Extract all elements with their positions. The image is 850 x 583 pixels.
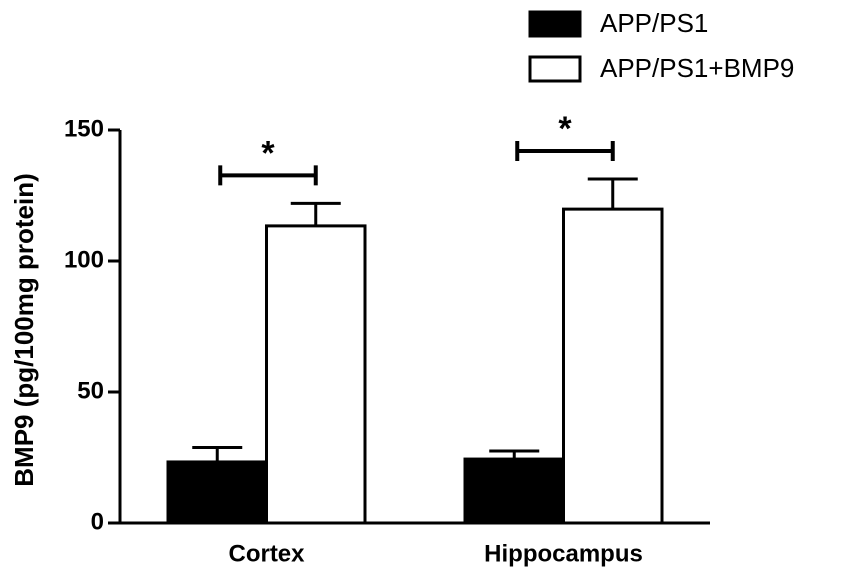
y-tick-label: 100: [64, 246, 104, 273]
y-tick-label: 50: [77, 377, 104, 404]
significance-marker: *: [558, 110, 572, 148]
bar: [463, 457, 565, 525]
significance-marker: *: [261, 134, 275, 172]
x-tick-label: Cortex: [228, 540, 305, 567]
legend-swatch: [528, 10, 582, 38]
legend-label: APP/PS1+BMP9: [600, 53, 794, 83]
bar: [166, 460, 268, 525]
y-tick-label: 0: [91, 508, 104, 535]
bar: [265, 224, 367, 525]
legend-swatch: [528, 55, 582, 83]
legend-label: APP/PS1: [600, 8, 708, 38]
y-axis-label: BMP9 (pg/100mg protein): [9, 173, 39, 486]
x-tick-label: Hippocampus: [484, 540, 643, 567]
y-tick-label: 150: [64, 115, 104, 142]
bar: [562, 207, 664, 525]
